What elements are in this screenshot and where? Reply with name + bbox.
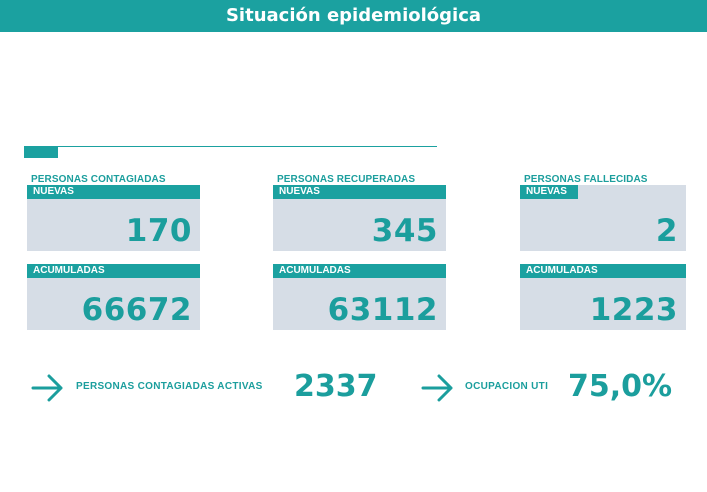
card-acumuladas: ACUMULADAS 66672 xyxy=(27,264,200,330)
card-label: ACUMULADAS xyxy=(273,264,446,278)
column-title: PERSONAS FALLECIDAS xyxy=(524,174,648,185)
uti-value: 75,0% xyxy=(568,369,673,404)
card-value: 2 xyxy=(655,213,678,249)
activas-label: PERSONAS CONTAGIADAS ACTIVAS xyxy=(76,381,263,392)
arrow-right-icon xyxy=(31,374,63,402)
activas-value: 2337 xyxy=(294,369,378,404)
card-label: ACUMULADAS xyxy=(27,264,200,278)
card-label: NUEVAS xyxy=(520,185,578,199)
card-value: 170 xyxy=(125,213,192,249)
divider-accent xyxy=(24,146,58,158)
card-nuevas: NUEVAS 170 xyxy=(27,185,200,251)
card-label: NUEVAS xyxy=(27,185,200,199)
column-title: PERSONAS CONTAGIADAS xyxy=(31,174,166,185)
arrow-right-icon xyxy=(421,374,453,402)
card-label: ACUMULADAS xyxy=(520,264,686,278)
divider-line xyxy=(24,146,437,147)
card-value: 66672 xyxy=(81,292,192,328)
card-acumuladas: ACUMULADAS 63112 xyxy=(273,264,446,330)
card-value: 345 xyxy=(371,213,438,249)
card-label: NUEVAS xyxy=(273,185,446,199)
page-title: Situación epidemiológica xyxy=(0,0,707,32)
card-value: 1223 xyxy=(589,292,678,328)
card-value: 63112 xyxy=(327,292,438,328)
column-title: PERSONAS RECUPERADAS xyxy=(277,174,416,185)
uti-label: OCUPACION UTI xyxy=(465,381,549,392)
card-nuevas: NUEVAS 2 xyxy=(520,185,686,251)
card-acumuladas: ACUMULADAS 1223 xyxy=(520,264,686,330)
card-nuevas: NUEVAS 345 xyxy=(273,185,446,251)
